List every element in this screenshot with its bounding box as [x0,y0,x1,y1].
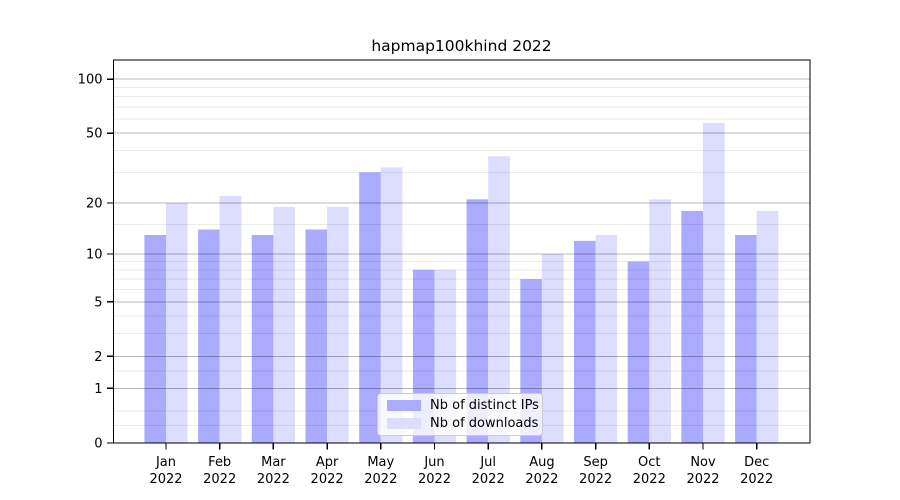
y-tick-label: 50 [86,127,103,142]
bar-nb-of-distinct-ips-mar [251,234,274,443]
x-tick-label: Feb 2022 [203,455,236,487]
grid-layer [113,78,810,426]
x-tick-label: Aug 2022 [525,455,558,487]
legend-swatch-distinct-ips [387,399,421,411]
bar-nb-of-distinct-ips-dec [735,234,757,443]
bar-nb-of-downloads-nov [703,122,725,443]
bar-nb-of-distinct-ips-may [359,172,381,443]
y-tick-label: 100 [78,73,103,88]
x-tick-label: Nov 2022 [686,455,719,487]
x-tick-label: Jan 2022 [149,455,182,487]
bar-nb-of-distinct-ips-apr [305,229,328,443]
bar-nb-of-downloads-sep [595,234,618,443]
bar-nb-of-downloads-jan [166,203,188,443]
bar-nb-of-downloads-mar [273,206,295,443]
legend-item-distinct-ips: Nb of distinct IPs [387,398,539,413]
legend-label-downloads: Nb of downloads [430,415,539,431]
bar-nb-of-downloads-dec [756,210,779,443]
x-tick-label: Jun 2022 [418,455,451,487]
legend: Nb of distinct IPs Nb of downloads [377,393,543,436]
chart-title: hapmap100khind 2022 [371,37,551,55]
x-tick-label: Oct 2022 [633,455,666,487]
x-tick-label: Dec 2022 [740,455,773,487]
bar-nb-of-distinct-ips-jan [144,234,166,443]
y-tick-label: 5 [94,295,102,310]
bar-nb-of-downloads-may [380,167,403,443]
bar-nb-of-distinct-ips-jul [466,199,489,443]
bar-nb-of-downloads-apr [327,206,349,443]
x-tick-label: Mar 2022 [257,455,290,487]
legend-item-downloads: Nb of downloads [387,416,538,431]
bar-nb-of-distinct-ips-nov [681,210,703,443]
y-tick-label: 10 [86,247,103,262]
bar-nb-of-distinct-ips-oct [627,261,650,443]
axes-layer: 0 1 2 5 10 20 50 100 Jan 2022 Feb 2022 Mar 2022 Apr 202… [78,59,811,487]
bar-nb-of-distinct-ips-feb [198,229,220,443]
x-tick-label: Jul 2022 [472,455,505,487]
x-tick-label: Sep 2022 [579,455,612,487]
y-tick-label: 1 [94,382,102,397]
plot-border [112,59,811,444]
x-tick-label: May 2022 [364,455,397,487]
x-tick-label: Apr 2022 [311,455,344,487]
bar-nb-of-downloads-jul [488,156,510,443]
bar-nb-of-downloads-feb [219,195,242,443]
legend-label-distinct-ips: Nb of distinct IPs [430,397,539,413]
bar-nb-of-downloads-oct [649,199,671,443]
bar-nb-of-distinct-ips-sep [574,240,596,443]
legend-swatch-downloads [387,417,421,429]
y-tick-label: 2 [94,350,102,365]
bar-nb-of-downloads-aug [541,253,564,443]
y-tick-label: 0 [94,437,102,452]
y-tick-label: 20 [86,197,103,212]
